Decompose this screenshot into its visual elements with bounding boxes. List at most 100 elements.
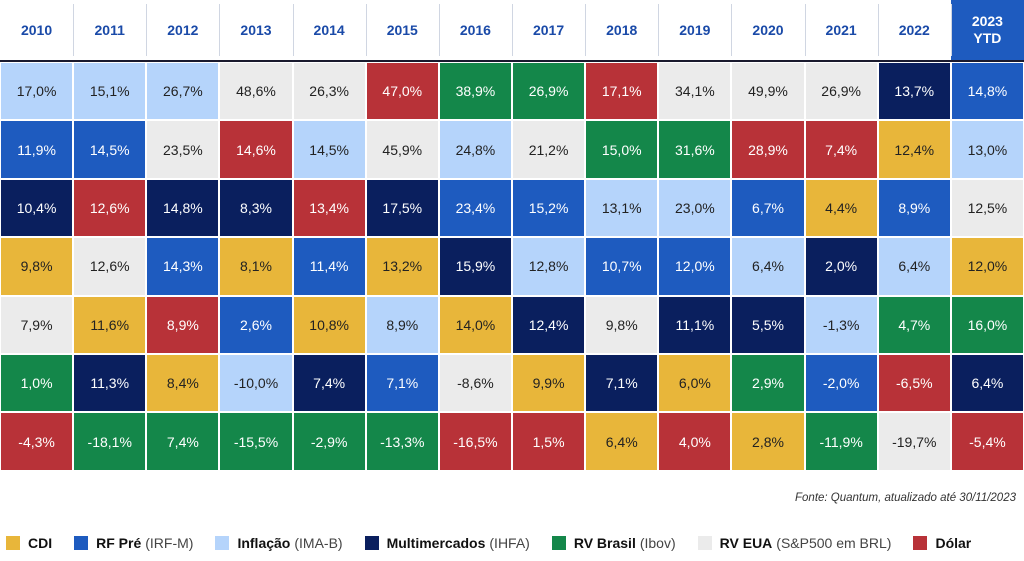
return-cell-rfpre: 2,6% (219, 295, 293, 354)
return-cell-rveua: 23,5% (146, 120, 220, 179)
return-cell-multimercados: 11,1% (658, 295, 732, 354)
return-cell-cdi: 12,4% (877, 120, 951, 179)
year-header: 2021 (825, 21, 857, 38)
return-cell-rveua: -19,7% (877, 412, 951, 471)
legend-item-cdi: CDI (6, 535, 52, 551)
return-cell-cdi: 6,4% (585, 412, 659, 471)
return-cell-rfpre: 23,4% (438, 178, 512, 238)
return-cell-cdi: 10,8% (292, 295, 366, 354)
header-divider (292, 4, 294, 56)
return-cell-inflacao: 26,7% (146, 62, 220, 121)
header-divider (438, 4, 440, 56)
return-cell-inflacao: 6,4% (877, 237, 951, 296)
return-cell-inflacao: 6,4% (731, 237, 805, 296)
return-cell-rveua: 45,9% (365, 120, 439, 179)
legend-label: Multimercados (386, 535, 486, 551)
legend-swatch (6, 536, 20, 550)
return-cell-rvbrasil: 31,6% (658, 120, 732, 179)
header-divider (877, 4, 879, 56)
return-cell-rfpre: 8,9% (877, 178, 951, 238)
legend-detail: (IRF-M) (145, 535, 194, 551)
return-cell-rvbrasil: 4,7% (877, 295, 951, 354)
legend-label: CDI (28, 535, 53, 551)
return-cell-dolar: 12,6% (73, 178, 147, 238)
return-cell-rveua: 9,8% (585, 295, 659, 354)
return-cell-rveua: 21,2% (512, 120, 586, 179)
legend-item-rvbrasil: RV Brasil (Ibov) (551, 535, 676, 551)
return-cell-cdi: 9,9% (512, 354, 586, 413)
legend-swatch (551, 536, 566, 550)
return-cell-cdi: 6,0% (658, 354, 732, 413)
legend-label: RV EUA (719, 535, 773, 551)
return-cell-rfpre: 10,7% (585, 237, 659, 296)
legend-label: Inflação (237, 535, 291, 551)
return-cell-dolar: 7,4% (804, 120, 878, 179)
legend-swatch (364, 536, 379, 550)
return-cell-dolar: 4,0% (658, 412, 732, 471)
return-cell-inflacao: 8,9% (365, 295, 439, 354)
return-cell-inflacao: 13,0% (950, 120, 1024, 179)
legend-swatch (74, 536, 89, 550)
return-cell-rfpre: 11,9% (0, 120, 74, 179)
return-cell-multimercados: 5,5% (731, 295, 805, 354)
legend-item-dolar: Dólar (913, 535, 971, 551)
return-cell-rvbrasil: -13,3% (365, 412, 439, 471)
return-cell-inflacao: 13,1% (585, 178, 659, 238)
legend-label: RF Pré (96, 535, 142, 551)
return-cell-multimercados: 15,9% (438, 237, 512, 296)
return-cell-cdi: 2,8% (731, 412, 805, 471)
return-cell-rvbrasil: 26,9% (512, 62, 586, 121)
return-cell-multimercados: 12,4% (512, 295, 586, 354)
return-cell-cdi: 8,1% (219, 237, 293, 296)
return-cell-dolar: 47,0% (365, 62, 439, 121)
return-cell-rveua: 48,6% (219, 62, 293, 121)
legend-detail: (Ibov) (639, 535, 676, 551)
source-note: Fonte: Quantum, atualizado até 30/11/202… (795, 492, 1016, 504)
header-divider (804, 4, 806, 56)
return-cell-dolar: -5,4% (950, 412, 1024, 471)
return-cell-multimercados: 11,3% (73, 354, 147, 413)
legend-item-inflacao: Inflação (IMA-B) (215, 535, 343, 551)
year-header: 2023 YTD (950, 0, 1024, 60)
year-header: 2020 (752, 21, 784, 38)
header-divider (365, 4, 367, 56)
year-header: 2011 (94, 21, 125, 38)
header-divider (585, 4, 587, 56)
year-header: 2016 (459, 21, 491, 38)
return-cell-dolar: 17,1% (585, 62, 659, 121)
return-cell-cdi: 9,8% (0, 237, 74, 296)
year-header: 2015 (386, 21, 418, 38)
return-cell-cdi: 14,0% (438, 295, 512, 354)
return-cell-inflacao: -1,3% (804, 295, 878, 354)
legend-swatch (913, 536, 928, 550)
year-header: 2014 (313, 21, 345, 38)
return-cell-rveua: 49,9% (731, 62, 805, 121)
return-cell-rveua: 12,5% (950, 178, 1024, 238)
return-cell-multimercados: 13,7% (877, 62, 951, 121)
return-cell-rfpre: 7,1% (365, 354, 439, 413)
return-cell-rfpre: 6,7% (731, 178, 805, 238)
return-cell-rfpre: 15,2% (512, 178, 586, 238)
return-cell-rvbrasil: -18,1% (73, 412, 147, 471)
header-divider (512, 4, 513, 56)
legend-label: RV Brasil (573, 535, 636, 551)
legend-detail: (S&P500 em BRL) (776, 535, 892, 551)
return-cell-rfpre: 14,5% (73, 120, 147, 179)
return-cell-rvbrasil: -11,9% (804, 412, 878, 471)
return-cell-rvbrasil: 16,0% (950, 295, 1024, 354)
return-cell-dolar: 8,9% (146, 295, 220, 354)
return-cell-rveua: 7,9% (0, 295, 74, 354)
header-rule (0, 60, 1024, 62)
year-header: 2010 (20, 21, 53, 38)
return-cell-dolar: 13,4% (292, 178, 366, 238)
returns-quilt-table: 2010 2011 2012 2013 2014 2015 2016 2017 2018 2019… (0, 0, 1024, 471)
return-cell-multimercados: 7,1% (585, 354, 659, 413)
return-cell-multimercados: 17,5% (365, 178, 439, 238)
return-cell-rvbrasil: 7,4% (146, 412, 220, 471)
return-cell-rfpre: 12,0% (658, 237, 732, 296)
legend-item-multimercados: Multimercados (IHFA) (364, 535, 530, 551)
year-header: 2022 (898, 21, 930, 38)
year-header: 2013 (240, 21, 272, 38)
legend-swatch (697, 536, 712, 550)
legend-item-rveua: RV EUA (S&P500 em BRL) (697, 535, 892, 551)
